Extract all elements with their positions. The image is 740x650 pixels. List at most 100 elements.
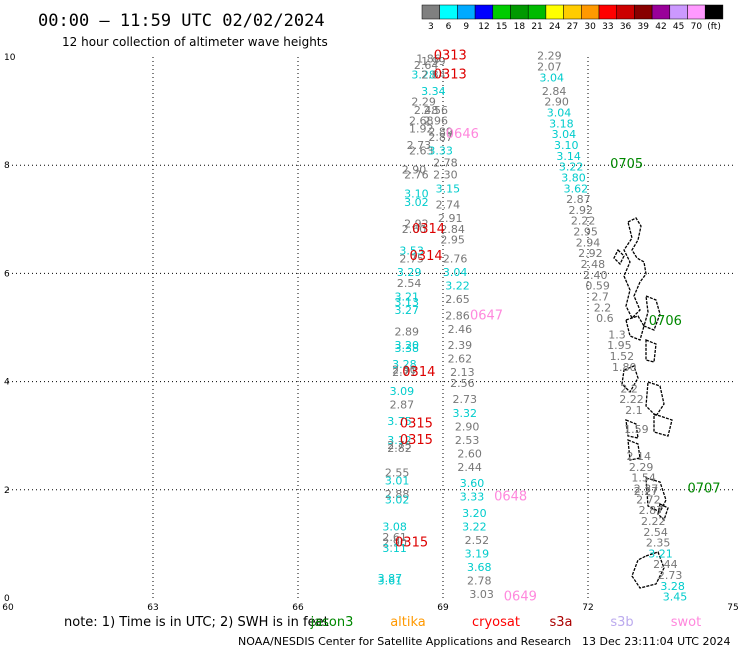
swh-value: 2.65 — [445, 293, 470, 306]
swh-value: 1.52 — [610, 350, 635, 363]
swh-value: 3.10 — [404, 188, 429, 201]
swh-value: 3.22 — [445, 280, 470, 293]
swh-value: 3.14 — [556, 150, 581, 163]
swh-value: 3.10 — [554, 139, 579, 152]
swh-value: 3.03 — [469, 588, 494, 601]
colorbar-swatch — [616, 4, 635, 20]
swh-value: 3.33 — [460, 491, 485, 504]
swh-value: 3.33 — [428, 144, 453, 157]
colorbar-label: 3 — [428, 22, 434, 32]
y-tick-label: 6 — [4, 269, 10, 279]
swh-value: 2.62 — [448, 353, 473, 366]
colorbar-label: 39 — [638, 22, 650, 32]
swh-value: 2.35 — [646, 537, 671, 550]
swh-value: 3.01 — [385, 474, 410, 487]
colorbar-label: 33 — [602, 22, 613, 32]
swh-value: 3.53 — [399, 244, 424, 257]
swh-value: 2.94 — [576, 236, 601, 249]
colorbar-label: 70 — [691, 22, 703, 32]
legend-jason3: jason3 — [310, 615, 354, 630]
colorbar-swatch — [545, 4, 564, 20]
swh-value: 2.87 — [428, 131, 453, 144]
pass-time-labels: 0313 0313 0646 0705 0314 0314 0647 0706 0314 0315… — [395, 49, 721, 605]
pass-time-label: 0313 — [434, 68, 467, 83]
wave-height-points: 1.861.992.643.282.843.342.292.482.562.68… — [378, 50, 688, 604]
swh-value: 3.32 — [453, 407, 478, 420]
swh-value: 2.74 — [436, 198, 461, 211]
y-tick-label: 8 — [4, 161, 10, 171]
swh-value: 2.30 — [433, 169, 458, 182]
swh-value: 2.87 — [639, 504, 664, 517]
pass-time-label: 0647 — [470, 308, 503, 323]
swh-value: 2.37 — [634, 483, 659, 496]
swh-value: 2.44 — [653, 558, 678, 571]
colorbar-swatch — [669, 4, 688, 20]
swh-value: 2.87 — [390, 399, 415, 412]
pass-time-label: 0707 — [687, 482, 720, 497]
swh-value: 2.52 — [465, 534, 490, 547]
swh-value: 2.90 — [402, 163, 427, 176]
swh-value: 2.13 — [450, 366, 475, 379]
swh-value: 2.68 — [409, 115, 434, 128]
swh-value: 3.11 — [382, 542, 407, 555]
swh-value: 3.22 — [559, 161, 584, 174]
colorbar-label: 30 — [584, 22, 596, 32]
swh-value: 2.82 — [387, 442, 412, 455]
swh-value: 2.46 — [448, 323, 473, 336]
colorbar-swatch — [563, 4, 582, 20]
swh-value: 2.60 — [457, 447, 482, 460]
swh-value: 2.95 — [573, 226, 598, 239]
swh-value: 3.28 — [392, 358, 417, 371]
swh-value: 3.02 — [385, 493, 410, 506]
swh-value: 3.34 — [421, 85, 446, 98]
colorbar-label: 21 — [531, 22, 542, 32]
colorbar-swatch — [421, 4, 440, 20]
pass-time-label: 0646 — [446, 127, 479, 142]
swh-value: 1.86 — [416, 52, 441, 65]
swh-value: 2.2 — [620, 382, 638, 395]
y-tick-label: 2 — [4, 486, 10, 496]
swh-value: 3.19 — [465, 547, 490, 560]
swh-value: 1.99 — [421, 55, 446, 68]
swh-value: 1.95 — [607, 339, 632, 352]
swh-value: 2.54 — [643, 526, 668, 539]
swh-value: 2.48 — [414, 104, 439, 117]
x-axis-ticks: 60 63 66 69 72 75 — [2, 603, 738, 613]
y-tick-label: 10 — [4, 53, 16, 63]
swh-value: 3.21 — [395, 290, 420, 303]
colorbar-label: 36 — [620, 22, 632, 32]
swh-value: 2.55 — [385, 466, 410, 479]
swh-value: 2.92 — [578, 247, 603, 260]
swh-value: 2.84 — [440, 223, 465, 236]
colorbar-label: 9 — [463, 22, 469, 32]
swh-value: 3.12 — [387, 434, 412, 447]
colorbar-label: 15 — [496, 22, 507, 32]
pass-time-label: 0648 — [494, 490, 527, 505]
pass-time-label: 0315 — [400, 417, 433, 432]
y-axis-ticks: 0 2 4 6 8 10 — [4, 53, 16, 604]
y-tick-label: 0 — [4, 594, 10, 604]
legend-cryosat: cryosat — [472, 615, 520, 630]
swh-value: 0.6 — [596, 312, 614, 325]
swh-value: 2.29 — [537, 50, 562, 63]
swh-value: 2.89 — [395, 326, 420, 339]
swh-value: 2.60 — [402, 223, 427, 236]
swh-value: 2.90 — [392, 363, 417, 376]
colorbar-swatch — [492, 4, 511, 20]
footer-note: note: 1) Time is in UTC; 2) SWH is in fe… — [64, 615, 329, 630]
x-tick-label: 72 — [582, 603, 593, 613]
swh-value: 3.27 — [395, 304, 420, 317]
y-tick-label: 4 — [4, 378, 10, 388]
chart-subtitle: 12 hour collection of altimeter wave hei… — [62, 35, 328, 49]
swh-value: 2.96 — [424, 115, 449, 128]
x-tick-label: 66 — [292, 603, 304, 613]
swh-value: 2.90 — [544, 96, 569, 109]
swh-value: 2.90 — [382, 537, 407, 550]
swh-value: 0.59 — [585, 280, 610, 293]
colorbar-swatch — [704, 4, 724, 20]
chart-title: 00:00 – 11:59 UTC 02/02/2024 — [38, 11, 325, 31]
swh-value: 3.29 — [397, 266, 422, 279]
pass-time-label: 0314 — [412, 222, 445, 237]
swh-value: 1.54 — [631, 472, 656, 485]
pass-time-label: 0649 — [504, 590, 537, 605]
